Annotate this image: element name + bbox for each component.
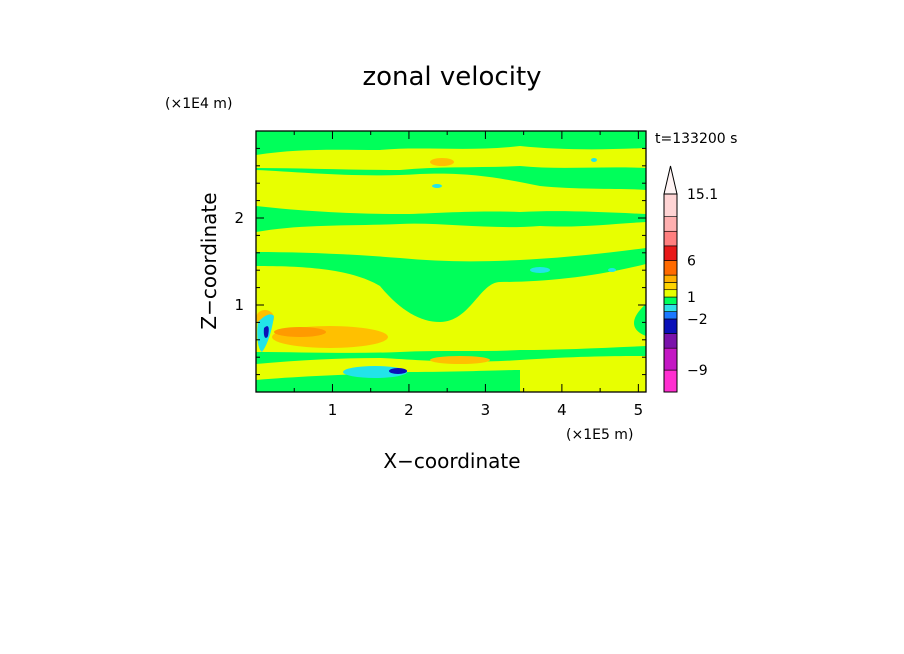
y-tick-label: 1 [234,296,244,314]
blue-plume-left [263,326,269,338]
band-yellow-middle [256,222,646,262]
x-tick-label: 3 [481,401,491,419]
y-unit-label: (×1E4 m) [165,96,232,112]
colorbar-segment [663,369,678,393]
colorbar-segment [663,304,678,312]
colorbar-arrow [663,165,678,195]
colorbar-label: −2 [687,312,708,328]
colorbar-label: −9 [687,363,708,379]
colorbar-segment [663,230,678,247]
orange-lobe-right [430,356,490,364]
colorbar: 15.1 6 1 −2 −9 [663,165,718,393]
band-yellow-upper [256,170,646,214]
y-ticks: 12 [234,147,646,376]
x-unit-label: (×1E5 m) [566,427,633,443]
y-axis-label: Z−coordinate [197,192,221,329]
x-tick-label: 4 [557,401,567,419]
time-label: t=133200 s [655,131,737,147]
colorbar-segment [663,216,678,232]
blue-core-lower [389,368,407,374]
x-tick-label: 5 [634,401,644,419]
band-green-bottom [256,370,520,392]
x-tick-label: 2 [404,401,414,419]
colorbar-segment [663,260,678,276]
colorbar-segment [663,245,678,261]
colorbar-label: 15.1 [687,187,718,203]
colorbar-segment [663,311,678,320]
x-axis-label: X−coordinate [383,449,520,473]
colorbar-segment [663,347,678,371]
orange-lobe-top [430,158,454,166]
colorbar-segment [663,193,678,217]
colorbar-segment [663,296,678,305]
x-tick-label: 1 [328,401,338,419]
colorbar-label: 1 [687,290,696,306]
cyan-blob-right [530,267,550,273]
contour-field [256,131,646,392]
cyan-blob-upper [432,184,442,188]
cyan-blob-lower [343,366,407,378]
orange-lobe-core [274,327,326,337]
colorbar-label: 6 [687,253,696,269]
colorbar-segment [663,318,678,334]
chart-title: zonal velocity [362,62,541,92]
y-tick-label: 2 [234,209,244,227]
colorbar-segment [663,282,678,291]
colorbar-segment [663,289,678,298]
colorbar-segment [663,333,678,349]
cyan-dot-top [591,158,597,162]
colorbar-segment [663,274,678,283]
cyan-dot-edge [608,268,616,272]
field-background [256,131,646,392]
plot-frame [255,130,647,393]
x-ticks: 1 2 3 4 5 [293,131,644,419]
band-yellow-top [256,146,646,170]
colorbar-frame [663,193,678,393]
